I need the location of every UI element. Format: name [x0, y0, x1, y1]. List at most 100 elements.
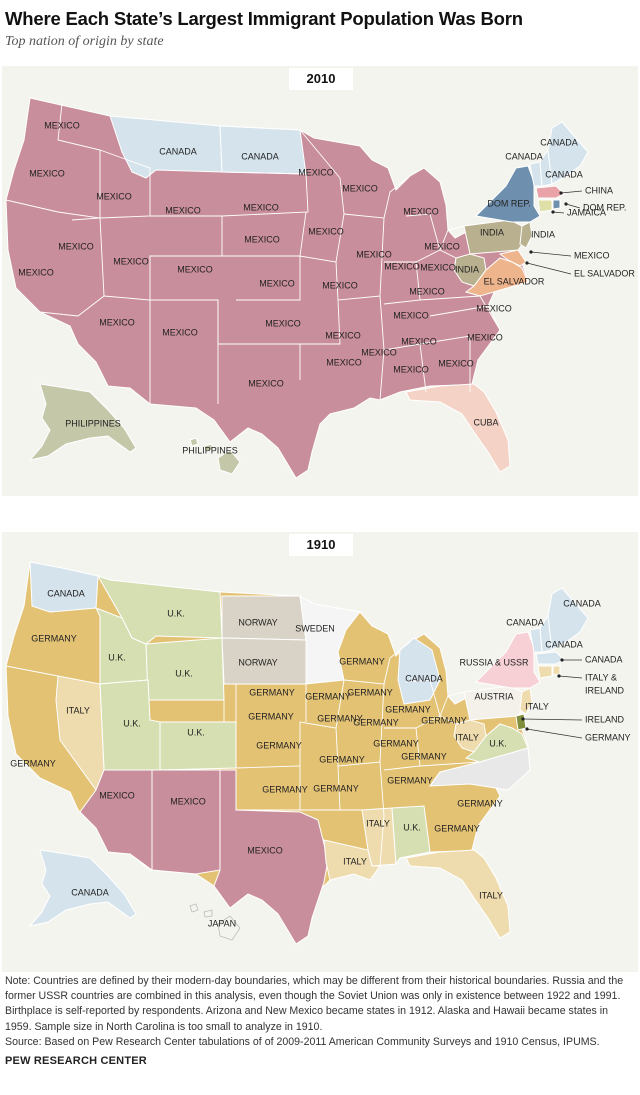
map-1910-alaska — [28, 849, 137, 927]
map-1910-washington — [29, 561, 99, 613]
state-label: MEXICO — [308, 226, 344, 236]
state-label: GERMANY — [347, 687, 393, 697]
map-2010-connecticut — [537, 199, 553, 213]
map-2010-borders — [5, 103, 501, 404]
callout-leader-line — [558, 675, 583, 679]
callout-label: MEXICO — [574, 250, 610, 260]
callout-leader-line — [552, 211, 565, 214]
state-label: MEXICO — [244, 234, 280, 244]
state-label: GERMANY — [248, 711, 294, 721]
callout-label: EL SALVADOR — [574, 268, 635, 278]
state-label: U.K. — [175, 668, 193, 678]
state-label: MEXICO — [247, 845, 283, 855]
state-label: MEXICO — [342, 183, 378, 193]
state-label: CANADA — [506, 617, 544, 627]
page-subtitle: Top nation of origin by state — [5, 34, 164, 49]
state-label: U.K. — [403, 822, 421, 832]
state-label: INDIA — [480, 227, 504, 237]
callout-label: DOM REP. — [583, 202, 626, 212]
callout-dot — [559, 191, 563, 195]
map-1910-hawaii-3 — [203, 909, 213, 918]
state-label: DOM REP. — [487, 198, 530, 208]
map-2010-massachusetts — [535, 185, 565, 199]
state-label: ITALY — [366, 818, 390, 828]
state-label: PHILIPPINES — [65, 418, 121, 428]
state-label: GERMANY — [313, 783, 359, 793]
callout-label: CHINA — [585, 185, 613, 195]
state-label: INDIA — [531, 229, 555, 239]
callout-label: CANADA — [585, 654, 623, 664]
map-1910-louisiana — [323, 839, 381, 881]
state-label: PHILIPPINES — [182, 445, 238, 455]
state-label: MEXICO — [476, 303, 512, 313]
state-label: MEXICO — [165, 205, 201, 215]
state-label: GERMANY — [317, 713, 363, 723]
state-label: GERMANY — [249, 687, 295, 697]
state-label: CANADA — [540, 137, 578, 147]
state-label: MEXICO — [96, 191, 132, 201]
credit-logo-text: PEW RESEARCH CENTER — [5, 1055, 147, 1067]
map-1910-rhode-island — [552, 665, 561, 676]
map-1910-massachusetts — [535, 651, 565, 665]
state-label: MEXICO — [162, 327, 198, 337]
map-2010-hawaii — [217, 449, 241, 475]
state-label: CANADA — [545, 169, 583, 179]
state-label: ITALY — [343, 856, 367, 866]
state-label: U.K. — [167, 608, 185, 618]
state-label: GERMANY — [305, 691, 351, 701]
map-2010-hawaii-2 — [189, 437, 199, 447]
state-label: AUSTRIA — [474, 691, 513, 701]
callout-leader-line — [526, 262, 572, 275]
state-label: U.K. — [187, 727, 205, 737]
state-label: U.K. — [123, 718, 141, 728]
state-label: MEXICO — [326, 357, 362, 367]
state-label: GERMANY — [421, 715, 467, 725]
state-label: RUSSIA & USSR — [459, 657, 529, 667]
callout-dot — [564, 202, 568, 206]
callout-dot — [525, 727, 529, 731]
state-label: U.K. — [489, 738, 507, 748]
state-label: MEXICO — [325, 330, 361, 340]
map-1910-borders — [5, 641, 481, 867]
callout-dot — [521, 717, 525, 721]
state-label: GERMANY — [10, 758, 56, 768]
state-label: GERMANY — [353, 717, 399, 727]
year-label-2010: 2010 — [289, 68, 353, 90]
state-label: MEXICO — [29, 168, 65, 178]
callout-label: GERMANY — [585, 732, 631, 742]
state-label: GERMANY — [262, 784, 308, 794]
state-label: MEXICO — [438, 358, 474, 368]
state-label: CANADA — [505, 151, 543, 161]
callout-label: ITALY & — [585, 672, 617, 682]
state-label: U.K. — [108, 652, 126, 662]
map-2010-north-dakota — [219, 125, 307, 175]
state-label: MEXICO — [44, 120, 80, 130]
state-label: GERMANY — [387, 775, 433, 785]
state-label: CANADA — [71, 887, 109, 897]
state-label: GERMANY — [31, 633, 77, 643]
state-label: MEXICO — [248, 378, 284, 388]
callout-leader-line — [530, 251, 572, 257]
state-label: NORWAY — [238, 617, 277, 627]
callout-leader-line — [526, 728, 583, 739]
state-label: CUBA — [473, 417, 498, 427]
state-label: MEXICO — [18, 267, 54, 277]
state-label: MEXICO — [384, 261, 420, 271]
note-text: Note: Countries are defined by their mod… — [5, 975, 624, 1033]
callout-dot — [529, 250, 533, 254]
state-label: MEXICO — [99, 317, 135, 327]
state-label: MEXICO — [243, 202, 279, 212]
state-label: MEXICO — [177, 264, 213, 274]
state-label: MEXICO — [259, 278, 295, 288]
state-label: SWEDEN — [295, 623, 335, 633]
state-label: ITALY — [479, 890, 503, 900]
map-2010-alaska — [28, 383, 137, 461]
state-label: GERMANY — [339, 656, 385, 666]
map-1910-delaware — [515, 713, 527, 731]
state-label: MEXICO — [403, 206, 439, 216]
map-1910-new-mexico — [151, 769, 221, 875]
state-label: MEXICO — [401, 336, 437, 346]
map-1910-new-jersey — [519, 687, 533, 715]
state-label: MEXICO — [467, 332, 503, 342]
